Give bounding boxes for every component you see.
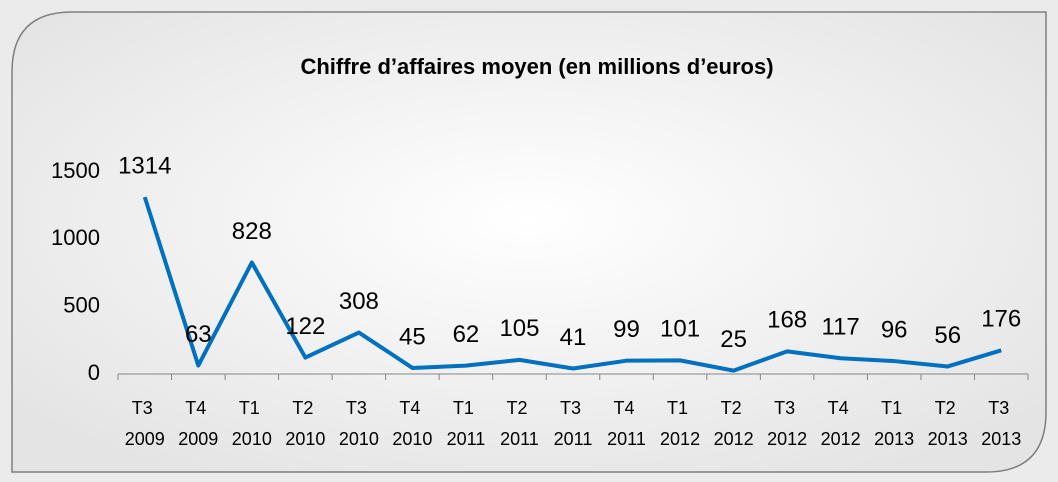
- data-label: 117: [822, 314, 860, 341]
- x-tick-label: T1 2012: [660, 398, 700, 449]
- x-tick-label: T4 2011: [607, 398, 646, 449]
- y-tick-label: 500: [63, 292, 100, 317]
- data-label: 176: [981, 306, 1021, 333]
- x-tick-label: T3 2010: [339, 398, 379, 449]
- data-label: 1314: [118, 152, 171, 179]
- x-tick-label: T2 2013: [928, 398, 968, 449]
- data-label: 122: [285, 313, 325, 340]
- line: [142, 196, 1002, 373]
- data-label: 308: [339, 288, 379, 315]
- y-tick-label: 1500: [51, 158, 100, 183]
- x-tick-label: T3 2009: [125, 398, 165, 449]
- data-label: 168: [767, 307, 807, 334]
- data-label: 62: [453, 321, 480, 348]
- x-tick-label: T3 2012: [767, 398, 807, 449]
- x-tick-label: T4 2010: [392, 398, 432, 449]
- data-label: 101: [660, 316, 700, 343]
- x-tick-label: T2 2011: [500, 398, 539, 449]
- x-tick-label: T2 2012: [714, 398, 754, 449]
- y-tick-label: 1000: [51, 225, 100, 250]
- data-label: 63: [185, 321, 212, 348]
- x-tick-label: T3 2013: [981, 398, 1021, 449]
- data-label: 41: [560, 324, 587, 351]
- data-label: 96: [881, 316, 908, 343]
- x-tick-label: T1 2011: [447, 398, 486, 449]
- data-label: 45: [399, 323, 426, 350]
- data-label: 56: [934, 322, 961, 349]
- x-tick-label: T4 2009: [178, 398, 218, 449]
- data-label: 828: [232, 218, 272, 245]
- data-label: 25: [720, 326, 747, 353]
- y-tick-label: 0: [88, 360, 100, 385]
- chart-title: Chiffre d’affaires moyen (en millions d’…: [300, 54, 773, 79]
- panel: [11, 11, 1047, 473]
- x-tick-label: T1 2010: [232, 398, 272, 449]
- data-label: 105: [499, 315, 539, 342]
- x-tick-label: T2 2010: [285, 398, 325, 449]
- data-label: 99: [613, 316, 640, 343]
- x-tick-label: T4 2012: [821, 398, 861, 449]
- x-tick-label: T3 2011: [554, 398, 593, 449]
- x-tick-label: T1 2013: [874, 398, 914, 449]
